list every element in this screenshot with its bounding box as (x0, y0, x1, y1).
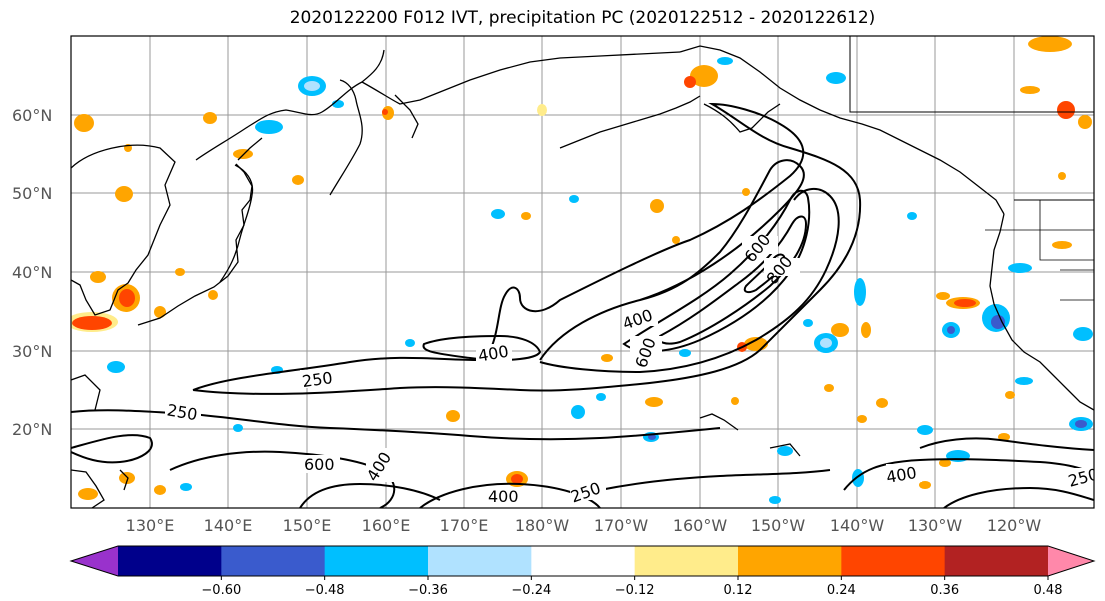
contour-label: 400 (488, 487, 519, 506)
colorbar: −0.60 −0.48 −0.36 −0.24 −0.12 0.12 0.24 0.36 0.4… (69, 545, 1096, 598)
colorbar-segment (221, 546, 326, 576)
latitude-labels: 60°N 50°N 40°N 30°N 20°N (12, 106, 52, 439)
colorbar-tick-label: 0.12 (724, 583, 753, 598)
lon-label: 150°W (751, 516, 806, 535)
lon-label: 170°W (594, 516, 649, 535)
colorbar-outline (69, 545, 1096, 577)
lon-label: 140°W (830, 516, 885, 535)
colorbar-tick-label: 0.24 (827, 583, 856, 598)
lon-label: 180°W (515, 516, 570, 535)
colorbar-segment (324, 546, 429, 576)
colorbar-tick-label: −0.48 (305, 583, 345, 598)
lon-label: 120°W (987, 516, 1042, 535)
colorbar-tick-label: −0.60 (201, 583, 241, 598)
colorbar-segment (841, 546, 946, 576)
coastlines (71, 36, 1094, 508)
lon-label: 140°E (204, 516, 253, 535)
lon-label: 150°E (283, 516, 332, 535)
lon-label: 130°W (908, 516, 963, 535)
colorbar-segment (118, 546, 222, 576)
map-title: 2020122200 F012 IVT, precipitation PC (2… (289, 8, 876, 28)
precipitation-anomaly-shading (71, 36, 1093, 504)
colorbar-tick-label: −0.36 (408, 583, 448, 598)
contour-labels: 250 250 400 400 600 800 600 400 600 400 … (165, 230, 1094, 507)
lon-label: 160°W (673, 516, 728, 535)
lat-label: 50°N (12, 184, 52, 203)
lon-label: 160°E (362, 516, 411, 535)
colorbar-extend-max (1048, 546, 1094, 576)
lat-label: 30°N (12, 342, 52, 361)
colorbar-segment (428, 546, 532, 576)
colorbar-segment (738, 546, 842, 576)
lat-label: 40°N (12, 263, 52, 282)
contour-label: 600 (304, 455, 335, 474)
lat-label: 60°N (12, 106, 52, 125)
colorbar-segment (944, 546, 1049, 576)
colorbar-tick-label: −0.24 (511, 583, 551, 598)
colorbar-tick-label: −0.12 (615, 583, 655, 598)
colorbar-tick-label: 0.36 (930, 583, 959, 598)
lon-label: 130°E (126, 516, 175, 535)
colorbar-segment (531, 546, 636, 576)
map-frame (70, 35, 1095, 509)
lon-label: 170°E (440, 516, 489, 535)
lat-label: 20°N (12, 420, 52, 439)
colorbar-extend-min (71, 546, 118, 576)
colorbar-segment (634, 546, 739, 576)
longitude-labels: 130°E 140°E 150°E 160°E 170°E 180°W 170°… (126, 516, 1042, 535)
contour-label: 250 (301, 368, 334, 391)
colorbar-tick-label: 0.48 (1034, 583, 1063, 598)
